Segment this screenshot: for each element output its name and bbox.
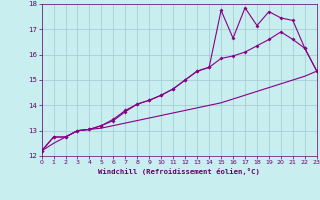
X-axis label: Windchill (Refroidissement éolien,°C): Windchill (Refroidissement éolien,°C) — [98, 168, 260, 175]
